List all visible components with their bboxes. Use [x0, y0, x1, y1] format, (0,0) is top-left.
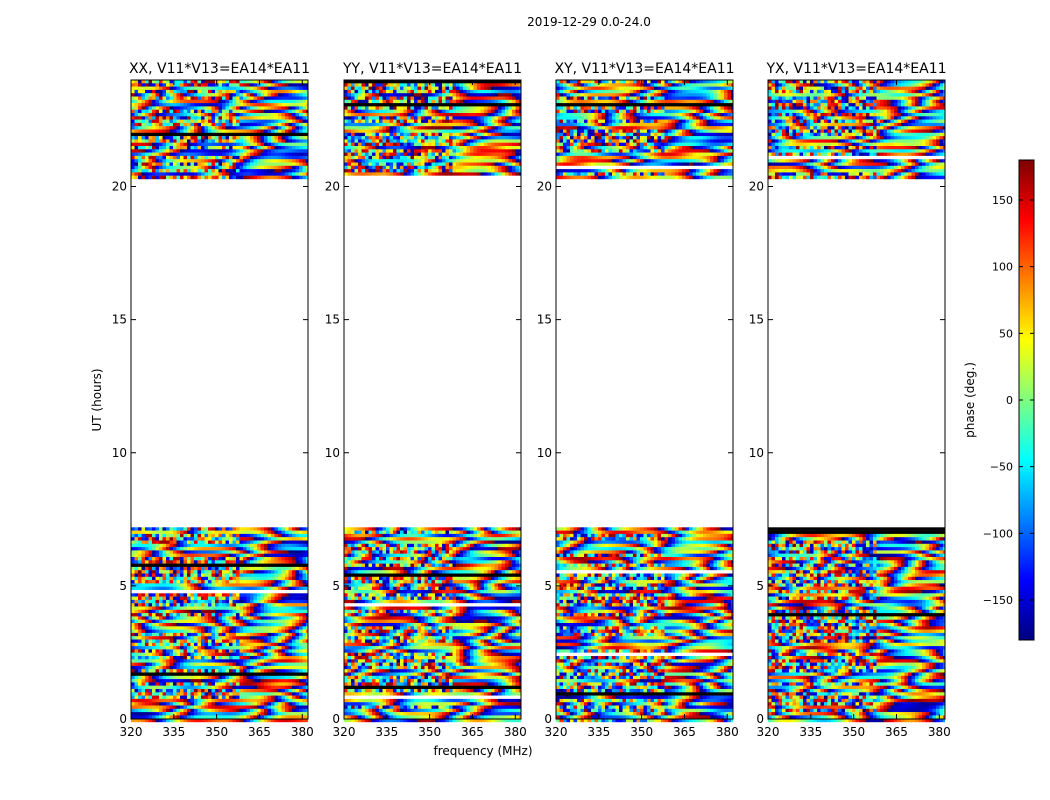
panel-title: YY, V11*V13=EA14*EA11: [342, 61, 522, 77]
x-tick-label: 380: [716, 725, 739, 739]
y-tick-label: 15: [325, 313, 340, 327]
y-tick-label: 0: [544, 712, 552, 726]
y-tick-label: 10: [749, 446, 764, 460]
colorbar-tick-label: −150: [983, 594, 1013, 607]
heatmap-block-1: [556, 527, 733, 723]
y-tick-label: 20: [537, 180, 552, 194]
panel-4: YX, V11*V13=EA14*EA11 0 5 10 15 20 320 335 350 36…: [749, 61, 951, 739]
y-tick-label: 10: [112, 446, 127, 460]
y-tick-label: 15: [112, 313, 127, 327]
y-tick-label: 15: [537, 313, 552, 327]
heatmap-block-1: [768, 527, 945, 723]
x-tick-label: 365: [673, 725, 696, 739]
axes-frame: [555, 79, 734, 720]
panel-title: YX, V11*V13=EA14*EA11: [765, 61, 946, 77]
axes-frame: [130, 79, 309, 720]
heatmap-block-2: [768, 80, 945, 180]
y-tick-label: 10: [537, 446, 552, 460]
x-tick-label: 335: [375, 725, 398, 739]
x-tick-label: 350: [842, 725, 865, 739]
panel-title: XY, V11*V13=EA14*EA11: [554, 61, 734, 77]
heatmap: [344, 80, 521, 723]
panel-2: YY, V11*V13=EA14*EA11 0 5 10 15 20 320 335 350 36…: [325, 61, 527, 739]
panels: XX, V11*V13=EA14*EA11 0 5 10 15 20 320 335 350 36…: [112, 61, 951, 739]
colorbar-tick-label: 50: [999, 327, 1013, 340]
heatmap-block-1: [131, 527, 308, 723]
colorbar-tick-label: 0: [1006, 394, 1013, 407]
x-tick-label: 320: [545, 725, 568, 739]
x-tick-label: 350: [418, 725, 441, 739]
colorbar: 150 100 50 0 −50 −100 −150 phase (deg.): [963, 159, 1035, 641]
x-tick-label: 350: [630, 725, 653, 739]
x-tick-label: 335: [162, 725, 185, 739]
x-tick-label: 365: [248, 725, 271, 739]
heatmap-block-2: [556, 80, 733, 180]
y-tick-label: 5: [119, 579, 127, 593]
colorbar-tick-label: 150: [992, 194, 1013, 207]
y-tick-label: 10: [325, 446, 340, 460]
y-tick-label: 20: [325, 180, 340, 194]
heatmap: [131, 80, 308, 723]
y-tick-label: 5: [332, 579, 340, 593]
y-tick-label: 20: [112, 180, 127, 194]
y-tick-label: 0: [756, 712, 764, 726]
x-tick-label: 380: [504, 725, 527, 739]
heatmap-block-1: [344, 527, 521, 723]
panel-1: XX, V11*V13=EA14*EA11 0 5 10 15 20 320 335 350 36…: [112, 61, 314, 739]
shared-x-axis-label: frequency (MHz): [433, 744, 532, 758]
x-tick-label: 365: [461, 725, 484, 739]
y-tick-label: 15: [749, 313, 764, 327]
x-tick-label: 380: [928, 725, 951, 739]
panel-3: XY, V11*V13=EA14*EA11 0 5 10 15 20 320 335 350 36…: [537, 61, 739, 739]
x-tick-label: 350: [205, 725, 228, 739]
y-tick-label: 20: [749, 180, 764, 194]
colorbar-tick-label: −50: [990, 461, 1013, 474]
x-tick-label: 320: [333, 725, 356, 739]
y-tick-label: 5: [756, 579, 764, 593]
x-tick-label: 380: [291, 725, 314, 739]
x-tick-label: 335: [587, 725, 610, 739]
x-tick-label: 320: [120, 725, 143, 739]
colorbar-label: phase (deg.): [963, 362, 977, 438]
heatmap-block-2: [344, 80, 521, 180]
y-tick-label: 0: [332, 712, 340, 726]
heatmap: [556, 80, 733, 723]
heatmap-block-2: [131, 80, 308, 180]
x-tick-label: 365: [885, 725, 908, 739]
y-tick-label: 0: [119, 712, 127, 726]
y-tick-label: 5: [544, 579, 552, 593]
figure-title: 2019-12-29 0.0-24.0: [527, 15, 651, 29]
x-tick-label: 320: [757, 725, 780, 739]
colorbar-tick-label: 100: [992, 261, 1013, 274]
shared-y-axis-label: UT (hours): [90, 368, 104, 431]
axes-frame: [343, 79, 522, 720]
panel-title: XX, V11*V13=EA14*EA11: [129, 61, 310, 77]
heatmap: [768, 80, 945, 723]
axes-frame: [767, 79, 946, 720]
x-tick-label: 335: [799, 725, 822, 739]
colorbar-tick-label: −100: [983, 527, 1013, 540]
